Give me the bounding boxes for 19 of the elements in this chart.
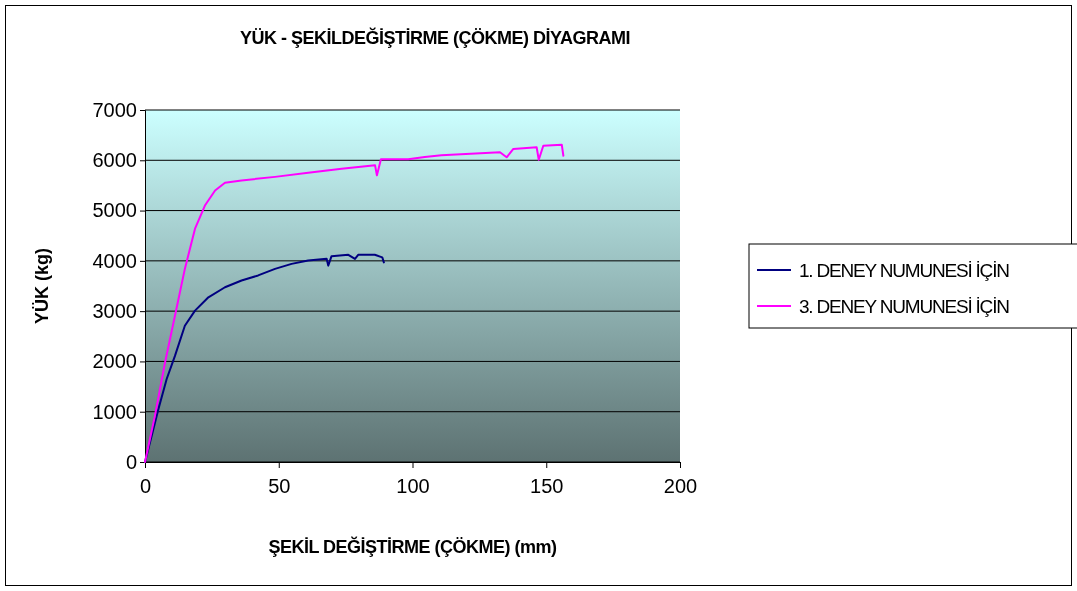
chart-title: YÜK - ŞEKİLDEĞİŞTİRME (ÇÖKME) DİYAGRAMI <box>240 27 630 48</box>
y-tick-label: 2000 <box>92 350 137 373</box>
legend-label: 3. DENEY NUMUNESİ İÇİN <box>799 296 1010 317</box>
y-axis-title: YÜK (kg) <box>32 248 52 324</box>
x-tick-label: 50 <box>268 475 291 497</box>
y-tick-label: 4000 <box>92 249 137 272</box>
y-tick-label: 3000 <box>92 300 137 323</box>
x-axis-title: ŞEKİL DEĞİŞTİRME (ÇÖKME) (mm) <box>268 536 558 557</box>
y-tick-label: 5000 <box>92 199 137 222</box>
y-tick-label: 1000 <box>92 400 137 423</box>
y-tick-label: 7000 <box>92 98 137 121</box>
x-tick-label: 100 <box>396 475 430 497</box>
line-series <box>144 143 565 463</box>
legend-label: 1. DENEY NUMUNESİ İÇİN <box>799 260 1010 281</box>
x-tick-label: 0 <box>139 475 152 497</box>
y-tick-label: 6000 <box>92 149 137 172</box>
x-tick-label: 150 <box>530 475 564 497</box>
y-tick-label: 0 <box>125 450 137 473</box>
x-tick-label: 200 <box>663 475 698 497</box>
